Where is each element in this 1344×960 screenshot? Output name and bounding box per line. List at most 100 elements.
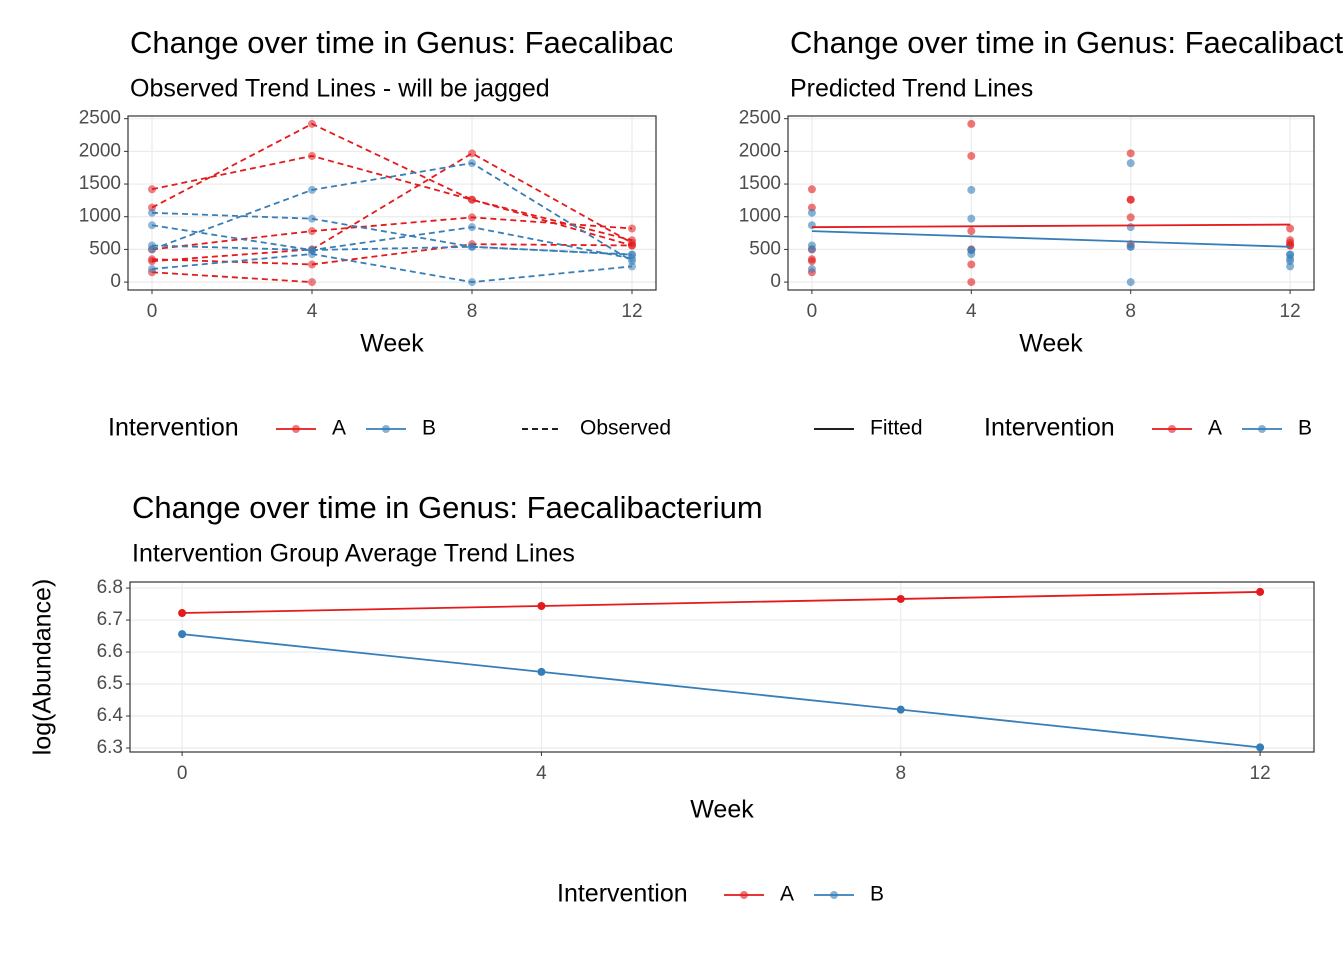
point: [1286, 262, 1295, 271]
legend-label: B: [870, 883, 884, 906]
point: [178, 630, 187, 639]
point: [1286, 241, 1295, 250]
point: [967, 119, 976, 128]
legend-label: Intervention: [108, 414, 239, 442]
x-tick-label: 0: [147, 301, 158, 322]
y-tick-label: 2000: [79, 140, 121, 161]
y-tick-label: 1000: [739, 206, 781, 227]
point: [807, 208, 816, 217]
point: [1126, 195, 1135, 204]
point: [1126, 223, 1135, 232]
x-tick-label: 8: [895, 763, 906, 784]
point: [1286, 224, 1295, 233]
point: [807, 265, 816, 274]
point: [537, 601, 546, 610]
point: [807, 241, 816, 250]
point: [148, 255, 156, 264]
point: [148, 221, 156, 230]
trend-line: [151, 162, 633, 262]
point: [178, 609, 187, 618]
y-tick-label: 0: [110, 271, 121, 292]
point: [468, 213, 476, 222]
point: [967, 214, 976, 223]
x-tick-label: 8: [1125, 301, 1136, 322]
y-tick-label: 6.7: [97, 609, 123, 630]
point: [896, 594, 905, 603]
point: [896, 705, 905, 714]
x-axis-title: Week: [360, 330, 424, 358]
trend-line: [151, 224, 633, 260]
legend-label: A: [780, 883, 794, 906]
trend-line: [151, 244, 633, 256]
point: [308, 214, 316, 223]
point: [967, 278, 976, 287]
plot-border: [127, 115, 657, 291]
point: [148, 185, 156, 194]
point: [148, 265, 156, 274]
point: [308, 151, 316, 160]
y-tick-label: 1000: [79, 206, 121, 227]
point: [1126, 242, 1135, 251]
y-tick-label: 2500: [739, 108, 781, 129]
chart-subtitle: Observed Trend Lines - will be jagged: [130, 75, 550, 103]
y-axis-title: log(Abundance): [29, 579, 57, 756]
panel: Change over time in Genus: Faecalibacter…: [29, 490, 1315, 908]
point: [468, 223, 476, 232]
legend-label: Fitted: [870, 417, 923, 440]
x-tick-label: 8: [467, 301, 478, 322]
point: [1126, 213, 1135, 222]
chart-title: Change over time in Genus: Faecalibacter…: [130, 25, 761, 60]
point: [308, 119, 316, 128]
legend-key-point: [1258, 425, 1266, 433]
trend-line: [151, 152, 633, 263]
point: [308, 227, 316, 236]
legend-label: A: [1208, 417, 1222, 440]
legend-label: Intervention: [557, 880, 688, 908]
y-tick-label: 6.3: [97, 737, 123, 758]
chart-subtitle: Predicted Trend Lines: [790, 75, 1033, 103]
point: [308, 185, 316, 194]
y-tick-label: 2000: [739, 140, 781, 161]
y-tick-label: 6.8: [97, 577, 123, 598]
trend-line: [811, 223, 1291, 229]
x-tick-label: 4: [307, 301, 318, 322]
point: [537, 667, 546, 676]
x-tick-label: 12: [1250, 763, 1271, 784]
point: [1256, 587, 1265, 596]
point: [628, 250, 636, 259]
point: [468, 195, 476, 204]
y-tick-label: 0: [770, 271, 781, 292]
point: [967, 151, 976, 160]
point: [967, 260, 976, 269]
y-tick-label: 6.5: [97, 673, 123, 694]
trend-line: [151, 216, 633, 251]
x-tick-label: 4: [536, 763, 547, 784]
y-tick-label: 2500: [79, 108, 121, 129]
x-axis-title: Week: [690, 796, 754, 824]
point: [308, 278, 316, 287]
y-tick-label: 1500: [79, 173, 121, 194]
point: [1126, 149, 1135, 158]
trend-line: [182, 591, 1261, 614]
legend-key-point: [740, 891, 748, 899]
legend-key-point: [1168, 425, 1176, 433]
point: [807, 185, 816, 194]
point: [308, 260, 316, 269]
legend-key-point: [382, 425, 390, 433]
point: [1126, 278, 1135, 287]
legend-label: B: [1298, 417, 1312, 440]
panel: Change over time in Genus: Faecalibacter…: [739, 25, 1344, 441]
point: [967, 246, 976, 255]
y-tick-label: 500: [89, 238, 121, 259]
point: [148, 241, 156, 250]
legend-label: Intervention: [984, 414, 1115, 442]
point: [468, 159, 476, 168]
trend-line: [182, 633, 1261, 749]
point: [1256, 743, 1265, 752]
x-tick-label: 12: [621, 301, 642, 322]
point: [807, 255, 816, 264]
x-tick-label: 4: [966, 301, 977, 322]
point: [628, 241, 636, 250]
point: [1286, 250, 1295, 259]
